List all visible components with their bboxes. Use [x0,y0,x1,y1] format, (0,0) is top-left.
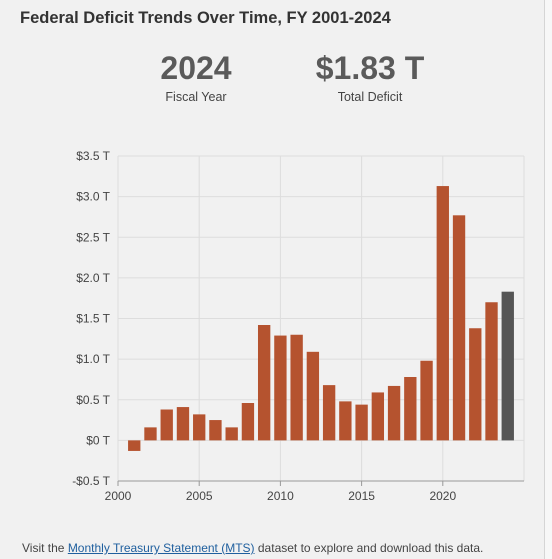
bar-fy2007 [225,427,238,441]
bar-fy2020 [436,186,449,441]
x-tick-label: 2005 [186,489,213,503]
bar-fy2009 [257,325,271,441]
total-deficit-stat: $1.83 T Total Deficit [300,50,440,104]
x-tick-label: 2000 [105,489,132,503]
fiscal-year-stat: 2024 Fiscal Year [146,50,246,104]
x-tick-label: 2015 [348,489,375,503]
y-tick-label: $2.0 T [76,271,110,285]
bar-fy2019 [420,360,433,441]
bar-fy2016 [371,392,385,441]
total-deficit-label: Total Deficit [337,90,403,104]
bar-fy2023 [485,302,498,441]
mts-dataset-link[interactable]: Monthly Treasury Statement (MTS) [67,541,255,555]
bar-fy2010 [274,335,287,441]
total-deficit-value: $1.83 T [315,50,425,86]
bar-fy2015 [355,404,368,441]
footer-prefix: Visit the [22,541,68,555]
bar-fy2021 [452,215,466,441]
footer-suffix: dataset to explore and download this dat… [254,541,484,555]
fiscal-year-label: Fiscal Year [165,90,227,104]
bar-fy2013 [322,385,336,441]
footer-note: Visit the Monthly Treasury Statement (MT… [22,541,483,555]
chart-title: Federal Deficit Trends Over Time, FY 200… [20,9,391,27]
bar-fy2017 [387,385,401,441]
bar-fy2003 [160,409,173,441]
bar-fy2014 [339,401,352,441]
bar-fy2012 [306,351,320,441]
y-tick-label: $2.5 T [76,230,110,244]
y-tick-label: $0.5 T [76,393,110,407]
bar-fy2018 [404,377,417,441]
x-tick-label: 2020 [429,489,456,503]
bar-fy2006 [209,420,222,441]
y-tick-label: $1.5 T [76,312,110,326]
bar-fy2024 [501,291,514,441]
bar-fy2002 [144,427,157,441]
bar-fy2008 [241,403,255,441]
bar-fy2001 [128,440,141,451]
y-tick-label: $0 T [86,433,110,447]
x-tick-label: 2010 [267,489,294,503]
y-tick-label: $3.0 T [76,190,110,204]
y-tick-label: -$0.5 T [72,474,110,488]
panel-edge [544,0,552,559]
bar-fy2005 [193,414,206,441]
fiscal-year-value: 2024 [160,50,232,86]
y-tick-label: $3.5 T [76,149,110,163]
bar-fy2011 [290,334,303,441]
bar-fy2022 [469,328,482,441]
bar-fy2004 [176,407,190,441]
y-tick-label: $1.0 T [76,352,110,366]
